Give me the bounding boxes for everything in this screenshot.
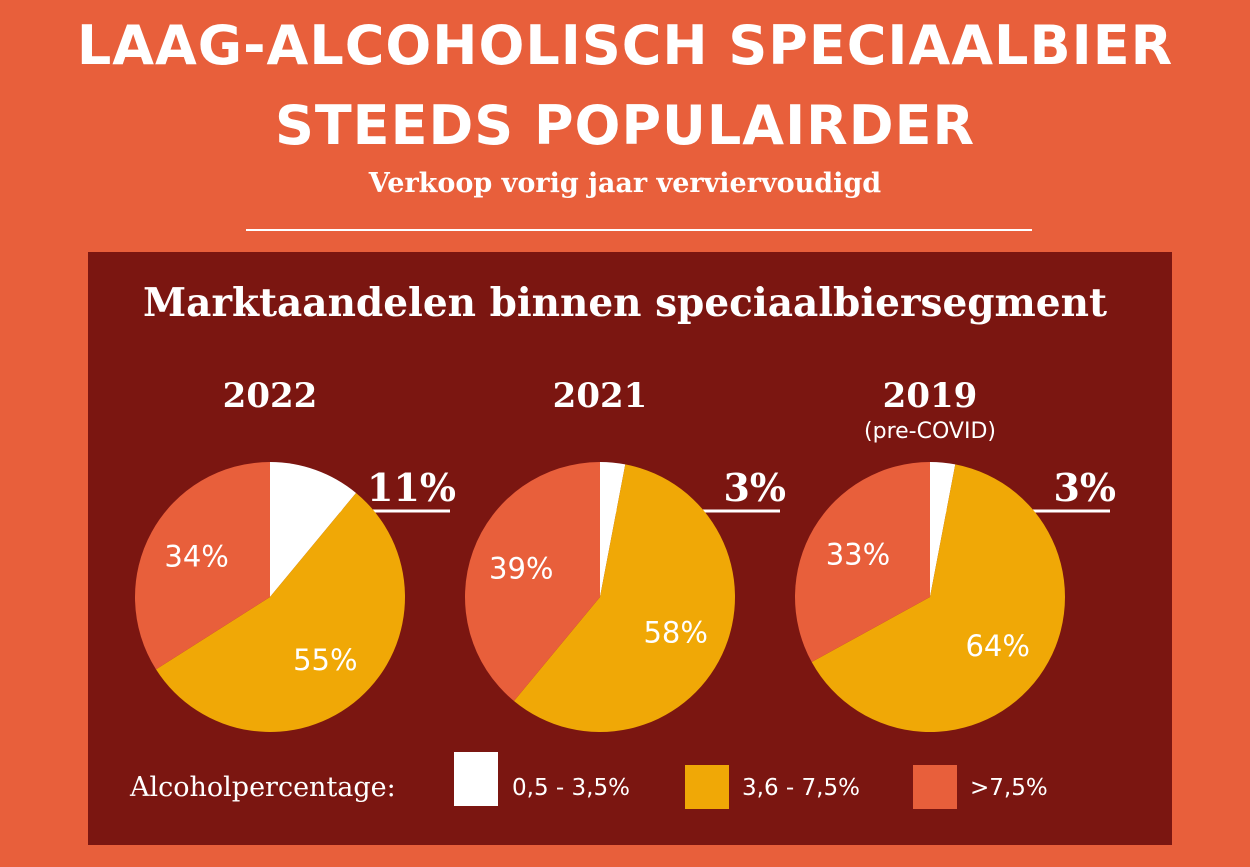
legend-title: Alcoholpercentage: bbox=[130, 772, 396, 803]
year-label: 2021 bbox=[553, 376, 648, 416]
divider bbox=[246, 229, 1032, 231]
data-label: 39% bbox=[489, 552, 553, 586]
data-label: 58% bbox=[643, 616, 707, 650]
legend-swatch-low bbox=[454, 752, 498, 806]
year-sublabel: (pre-COVID) bbox=[864, 419, 996, 444]
year-label: 2019 bbox=[883, 376, 978, 416]
pie-slice bbox=[135, 462, 270, 670]
pie-slice bbox=[600, 462, 626, 597]
pie-slice bbox=[930, 462, 956, 597]
pie-slice bbox=[811, 464, 1065, 732]
headline-line-1: Laag-alcoholisch speciaalbier bbox=[76, 14, 1174, 77]
legend-label-mid: 3,6 - 7,5% bbox=[742, 775, 860, 801]
data-label: 33% bbox=[826, 537, 890, 571]
legend-swatch-mid bbox=[685, 765, 729, 809]
data-label: 3% bbox=[1053, 465, 1116, 510]
data-label: 3% bbox=[723, 465, 786, 510]
headline-line-2: steeds populairder bbox=[274, 94, 976, 157]
legend-label-low: 0,5 - 3,5% bbox=[512, 775, 630, 801]
data-label: 64% bbox=[965, 629, 1029, 663]
pie-slice bbox=[513, 464, 736, 733]
legend-swatch-high bbox=[913, 765, 957, 809]
data-label: 11% bbox=[367, 465, 456, 510]
subtitle: Verkoop vorig jaar verviervoudigd bbox=[368, 168, 882, 199]
pie-slice bbox=[270, 462, 357, 597]
chart-title: Marktaandelen binnen speciaalbiersegment bbox=[143, 280, 1107, 326]
pie-slice bbox=[156, 492, 406, 732]
year-label: 2022 bbox=[223, 376, 318, 416]
pie-slice bbox=[795, 462, 930, 663]
data-label: 34% bbox=[164, 540, 228, 574]
data-label: 55% bbox=[293, 643, 357, 677]
legend-label-high: >7,5% bbox=[970, 775, 1048, 801]
pie-slice bbox=[465, 462, 600, 702]
